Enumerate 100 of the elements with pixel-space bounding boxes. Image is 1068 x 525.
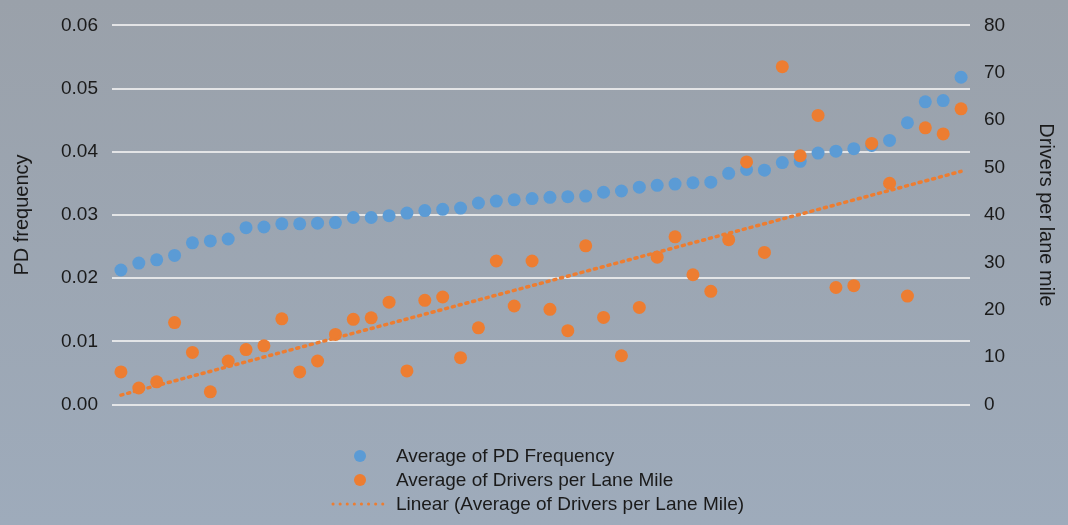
- point: [954, 102, 968, 116]
- point: [311, 216, 325, 230]
- y-tick-label: 0.06: [61, 13, 98, 35]
- point: [614, 184, 628, 198]
- point: [132, 256, 146, 270]
- point: [936, 127, 950, 141]
- point: [221, 232, 235, 246]
- legend-label: Average of PD Frequency: [395, 445, 615, 467]
- point: [185, 345, 199, 359]
- point: [168, 248, 182, 262]
- point: [561, 324, 575, 338]
- point: [704, 175, 718, 189]
- point: [382, 209, 396, 223]
- legend-label: Average of Drivers per Lane Mile: [395, 469, 674, 491]
- y2-tick-label: 80: [984, 13, 1006, 35]
- point: [203, 234, 217, 248]
- point: [436, 202, 450, 216]
- point: [775, 60, 789, 74]
- point: [525, 192, 539, 206]
- y2-tick-label: 60: [984, 108, 1006, 130]
- y2-tick-label: 0: [984, 392, 995, 414]
- point: [150, 253, 164, 267]
- y-tick-label: 0.05: [61, 76, 98, 98]
- point: [811, 146, 825, 160]
- point: [400, 206, 414, 220]
- point: [597, 310, 611, 324]
- point: [543, 302, 557, 316]
- point: [561, 190, 575, 204]
- point: [883, 176, 897, 190]
- point: [114, 365, 128, 379]
- y2-tick-label: 50: [984, 155, 1006, 177]
- point: [489, 194, 503, 208]
- point: [811, 108, 825, 122]
- point: [114, 263, 128, 277]
- point: [489, 254, 503, 268]
- point: [686, 268, 700, 282]
- point: [704, 284, 718, 298]
- y2-tick-label: 70: [984, 61, 1006, 83]
- point: [757, 245, 771, 259]
- point: [239, 221, 253, 235]
- point: [364, 211, 378, 225]
- y2-tick-label: 30: [984, 250, 1006, 272]
- legend-label: Linear (Average of Drivers per Lane Mile): [395, 493, 745, 515]
- point: [275, 217, 289, 231]
- y-axis-title: PD frequency: [9, 154, 32, 276]
- y-tick-label: 0.01: [61, 329, 98, 351]
- point: [507, 193, 521, 207]
- point: [668, 177, 682, 191]
- point: [400, 364, 414, 378]
- point: [471, 196, 485, 210]
- point: [346, 211, 360, 225]
- point: [722, 233, 736, 247]
- point: [311, 354, 325, 368]
- point: [275, 312, 289, 326]
- point: [632, 300, 646, 314]
- point: [829, 281, 843, 295]
- point: [525, 254, 539, 268]
- point: [454, 201, 468, 215]
- y2-tick-label: 40: [984, 203, 1006, 225]
- point: [918, 121, 932, 135]
- point: [239, 343, 253, 357]
- y-tick-label: 0.00: [61, 392, 98, 414]
- point: [900, 289, 914, 303]
- point: [597, 185, 611, 199]
- point: [418, 204, 432, 218]
- point: [507, 299, 521, 313]
- point: [418, 293, 432, 307]
- point: [900, 116, 914, 130]
- point: [614, 349, 628, 363]
- point: [364, 311, 378, 325]
- point: [382, 295, 396, 309]
- point: [471, 321, 485, 335]
- point: [757, 163, 771, 177]
- point: [454, 351, 468, 365]
- point: [203, 385, 217, 399]
- point: [650, 178, 664, 192]
- point: [543, 190, 557, 204]
- point: [686, 176, 700, 190]
- y-tick-label: 0.02: [61, 266, 98, 288]
- point: [918, 95, 932, 109]
- y-tick-label: 0.03: [61, 203, 98, 225]
- point: [579, 239, 593, 253]
- point: [185, 236, 199, 250]
- point: [436, 290, 450, 304]
- point: [829, 144, 843, 158]
- point: [632, 180, 646, 194]
- point: [168, 316, 182, 330]
- point: [293, 217, 307, 231]
- point: [722, 166, 736, 180]
- point: [328, 216, 342, 230]
- point: [346, 312, 360, 326]
- point: [793, 149, 807, 163]
- y2-axis-title: Drivers per lane mile: [1036, 123, 1059, 307]
- point: [740, 155, 754, 169]
- point: [775, 156, 789, 170]
- point: [847, 279, 861, 293]
- point: [579, 189, 593, 203]
- point: [936, 94, 950, 108]
- y2-tick-label: 10: [984, 345, 1006, 367]
- point: [293, 365, 307, 379]
